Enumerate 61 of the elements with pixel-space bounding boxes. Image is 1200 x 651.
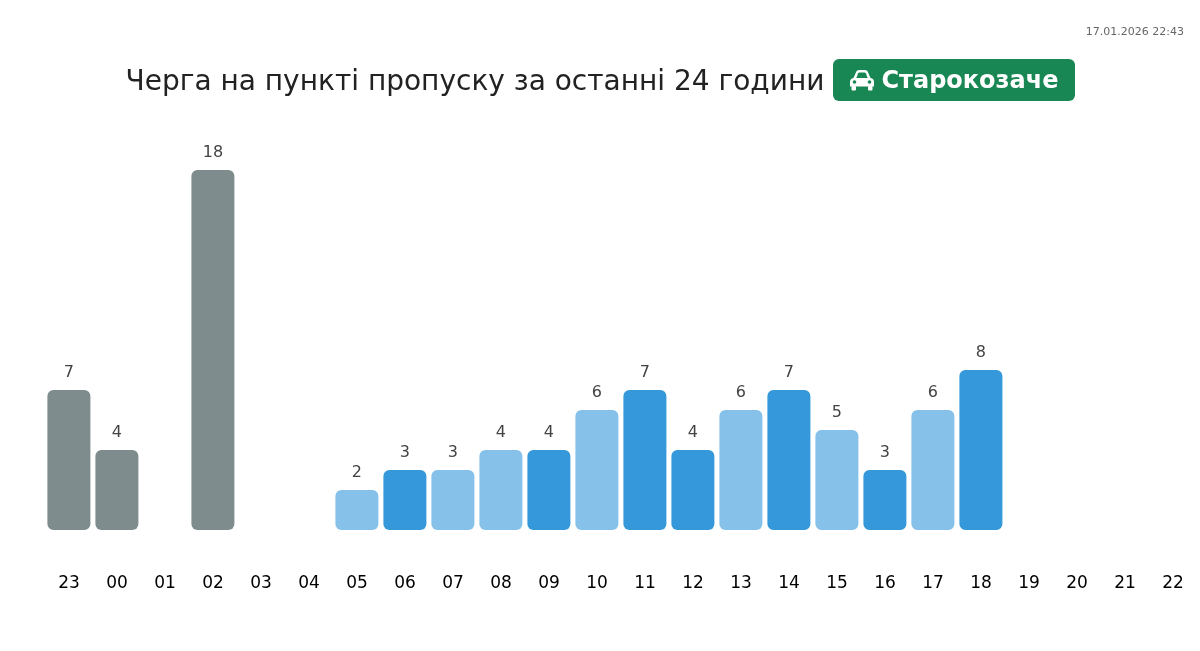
x-tick-label: 19 xyxy=(1018,572,1040,593)
bar xyxy=(719,410,763,530)
x-tick-label: 09 xyxy=(538,572,560,593)
bar xyxy=(383,470,427,530)
bar xyxy=(623,390,667,530)
x-tick-label: 16 xyxy=(874,572,896,593)
x-tick-label: 12 xyxy=(682,572,704,593)
x-tick-label: 17 xyxy=(922,572,944,593)
data-label: 3 xyxy=(879,442,890,461)
data-label: 18 xyxy=(202,142,224,161)
data-label: 4 xyxy=(687,422,698,441)
x-tick-label: 21 xyxy=(1114,572,1136,593)
bar xyxy=(47,390,91,530)
x-tick-label: 08 xyxy=(490,572,512,593)
data-label: 4 xyxy=(543,422,554,441)
bar xyxy=(95,450,139,530)
text: 17.01.2026 22:43 xyxy=(1085,25,1184,38)
data-label: 7 xyxy=(783,362,794,381)
chart-title: Черга на пункті пропуску за останні 24 години xyxy=(125,63,825,97)
x-tick-label: 13 xyxy=(730,572,752,593)
bar xyxy=(767,390,811,530)
data-label: 5 xyxy=(831,402,842,421)
x-tick-label: 07 xyxy=(442,572,464,593)
x-tick-label: 10 xyxy=(586,572,608,593)
bar xyxy=(191,170,235,530)
x-tick-label: 00 xyxy=(106,572,128,593)
bar xyxy=(431,470,475,530)
data-label: 6 xyxy=(735,382,746,401)
bar xyxy=(479,450,523,530)
x-tick-label: 14 xyxy=(778,572,800,593)
data-label: 6 xyxy=(927,382,938,401)
data-label: 8 xyxy=(975,342,986,361)
x-tick-label: 04 xyxy=(298,572,320,593)
x-tick-label: 20 xyxy=(1066,572,1088,593)
x-tick-label: 06 xyxy=(394,572,416,593)
bar xyxy=(671,450,715,530)
bar xyxy=(863,470,907,530)
bar xyxy=(815,430,859,530)
bar xyxy=(527,450,571,530)
bar xyxy=(335,490,379,530)
data-label: 3 xyxy=(399,442,410,461)
x-tick-label: 05 xyxy=(346,572,368,593)
data-label: 4 xyxy=(495,422,506,441)
x-tick-label: 11 xyxy=(634,572,656,593)
data-label: 2 xyxy=(351,462,362,481)
data-label: 3 xyxy=(447,442,458,461)
bar xyxy=(911,410,955,530)
chart-subtitle: Старокозаче xyxy=(881,66,1059,94)
x-tick-label: 15 xyxy=(826,572,848,593)
x-tick-label: 03 xyxy=(250,572,272,593)
data-label: 7 xyxy=(63,362,74,381)
x-tick-label: 01 xyxy=(154,572,176,593)
bar xyxy=(575,410,619,530)
bar xyxy=(959,370,1003,530)
data-label: 6 xyxy=(591,382,602,401)
x-tick-label: 22 xyxy=(1162,572,1184,593)
x-tick-label: 18 xyxy=(970,572,992,593)
x-tick-label: 23 xyxy=(58,572,80,593)
data-label: 4 xyxy=(111,422,122,441)
data-label: 7 xyxy=(639,362,650,381)
x-tick-label: 02 xyxy=(202,572,224,593)
